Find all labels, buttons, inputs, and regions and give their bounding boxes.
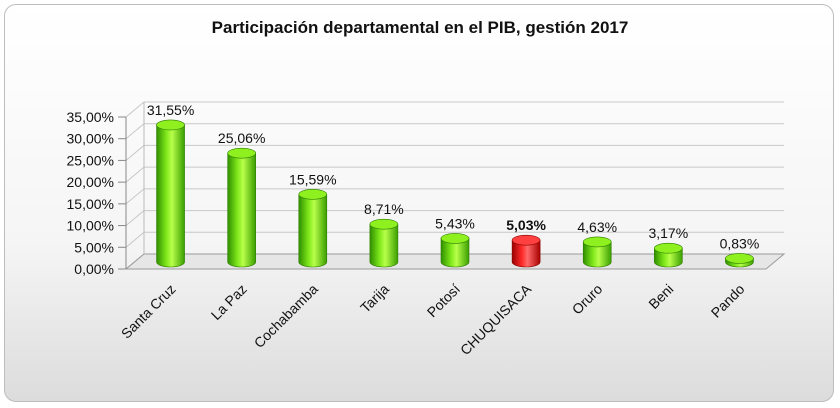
grid-diagonal bbox=[125, 210, 145, 226]
grid-diagonal bbox=[125, 101, 145, 118]
data-label: 5,03% bbox=[506, 217, 546, 233]
bar-top bbox=[654, 242, 683, 254]
bar-body bbox=[298, 193, 328, 268]
data-label: 4,63% bbox=[577, 219, 617, 235]
x-tick-label: Santa Cruz bbox=[118, 281, 179, 342]
bar-top bbox=[227, 147, 256, 159]
y-tick-label: 10,00% bbox=[67, 218, 114, 234]
bar-body bbox=[654, 247, 683, 268]
bar-top bbox=[725, 253, 754, 264]
bar bbox=[298, 188, 328, 268]
chart-frame bbox=[4, 4, 834, 402]
bar-top bbox=[511, 234, 541, 246]
x-tick-label: Pando bbox=[708, 281, 748, 321]
bar bbox=[369, 218, 399, 268]
x-tick-label: Cochabamba bbox=[251, 281, 321, 351]
x-tick-label: Oruro bbox=[569, 281, 606, 318]
x-tick-label: Beni bbox=[645, 281, 676, 312]
data-label: 0,83% bbox=[720, 235, 760, 251]
grid-diagonal bbox=[125, 123, 145, 140]
grid-diagonal bbox=[125, 188, 145, 205]
bar bbox=[582, 236, 612, 268]
x-tick-label: Potosí bbox=[424, 281, 463, 320]
grid-diagonal bbox=[125, 231, 145, 248]
bar bbox=[725, 253, 754, 268]
y-tick-label: 5,00% bbox=[74, 239, 114, 255]
bar-body bbox=[227, 152, 256, 268]
x-tick-label: La Paz bbox=[208, 281, 250, 323]
bar-top bbox=[369, 218, 399, 230]
y-tick-label: 35,00% bbox=[67, 109, 114, 125]
x-tick-label: Tarija bbox=[357, 281, 392, 316]
data-label: 5,43% bbox=[435, 215, 475, 231]
data-label: 25,06% bbox=[218, 130, 265, 146]
bar bbox=[654, 242, 683, 268]
x-tick-label: CHUQUISACA bbox=[457, 280, 535, 358]
y-tick-label: 15,00% bbox=[67, 196, 114, 212]
data-label: 15,59% bbox=[289, 171, 336, 187]
bar bbox=[156, 119, 185, 268]
bar-body bbox=[156, 124, 185, 268]
chart-title: Participación departamental en el PIB, g… bbox=[211, 18, 629, 37]
y-tick-label: 20,00% bbox=[67, 174, 114, 190]
bar bbox=[227, 147, 256, 268]
grid-diagonal bbox=[125, 166, 145, 183]
bar bbox=[511, 234, 541, 268]
y-tick-label: 30,00% bbox=[67, 131, 114, 147]
bar bbox=[440, 233, 470, 268]
grid-diagonal bbox=[125, 145, 145, 161]
bar-top bbox=[582, 236, 612, 248]
data-label: 8,71% bbox=[364, 201, 404, 217]
bar-body bbox=[582, 241, 612, 268]
bar-body bbox=[440, 238, 470, 268]
data-label: 31,55% bbox=[147, 102, 194, 118]
y-tick-label: 0,00% bbox=[74, 261, 114, 277]
bar-top bbox=[440, 233, 470, 244]
bar-top bbox=[298, 188, 328, 200]
bar-top bbox=[156, 119, 185, 131]
data-label: 3,17% bbox=[648, 225, 688, 241]
bar-body bbox=[369, 223, 399, 268]
y-tick-label: 25,00% bbox=[67, 152, 114, 168]
bar-body bbox=[511, 239, 541, 268]
